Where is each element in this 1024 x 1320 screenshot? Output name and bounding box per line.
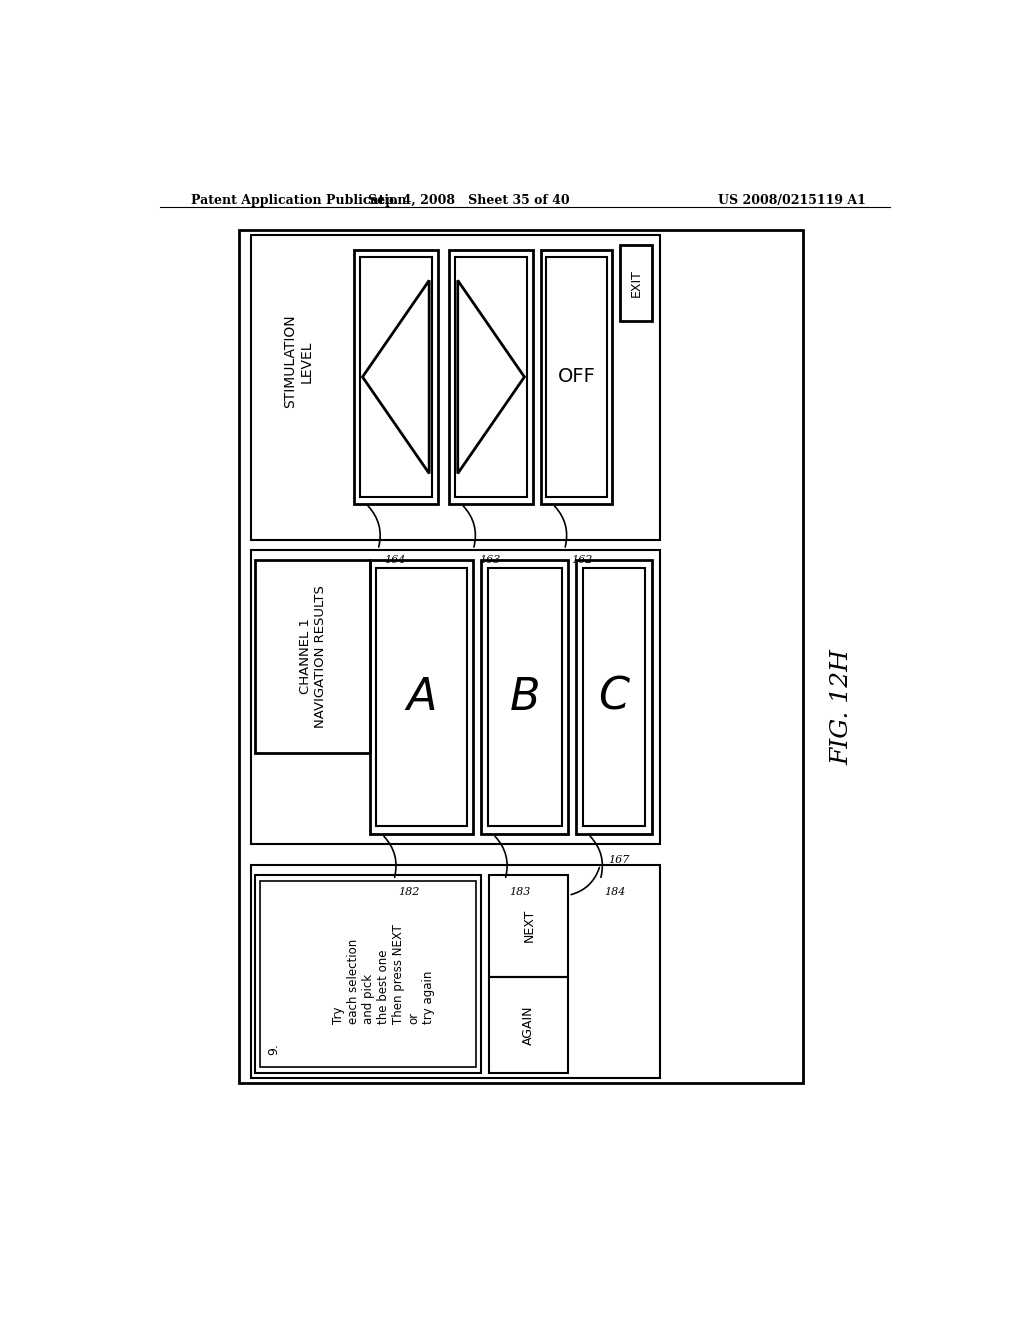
- Bar: [251, 549, 659, 845]
- Text: NEXT: NEXT: [522, 909, 536, 942]
- Bar: [251, 865, 659, 1078]
- Text: 167: 167: [608, 855, 630, 865]
- Text: EXIT: EXIT: [630, 269, 642, 297]
- Bar: [255, 560, 370, 752]
- Bar: [489, 977, 568, 1073]
- Text: 183: 183: [509, 887, 530, 898]
- Bar: [541, 249, 612, 504]
- Bar: [370, 560, 473, 834]
- Bar: [620, 244, 651, 321]
- Bar: [260, 880, 476, 1067]
- Bar: [255, 875, 481, 1073]
- Bar: [546, 257, 606, 496]
- Text: OFF: OFF: [557, 367, 595, 387]
- Bar: [240, 230, 803, 1084]
- Bar: [354, 249, 437, 504]
- Text: 164: 164: [384, 554, 406, 565]
- Bar: [455, 257, 527, 496]
- Bar: [489, 875, 568, 977]
- Text: C: C: [598, 676, 630, 718]
- Text: 184: 184: [604, 887, 626, 898]
- Bar: [450, 249, 532, 504]
- Text: STIMULATION
LEVEL: STIMULATION LEVEL: [284, 315, 313, 408]
- Bar: [481, 560, 568, 834]
- Text: US 2008/0215119 A1: US 2008/0215119 A1: [718, 194, 866, 207]
- Text: Try
each selection
and pick
the best one
Then press NEXT
or
try again: Try each selection and pick the best one…: [333, 924, 435, 1024]
- Text: 182: 182: [397, 887, 419, 898]
- Text: 163: 163: [479, 554, 501, 565]
- Text: CHANNEL 1
NAVIGATION RESULTS: CHANNEL 1 NAVIGATION RESULTS: [299, 585, 327, 727]
- Text: 162: 162: [570, 554, 592, 565]
- Bar: [251, 235, 659, 540]
- Text: 9.: 9.: [267, 1043, 280, 1055]
- Bar: [577, 560, 652, 834]
- Text: AGAIN: AGAIN: [522, 1005, 536, 1044]
- Bar: [359, 257, 432, 496]
- Bar: [377, 568, 467, 826]
- Text: B: B: [510, 676, 540, 718]
- Text: Patent Application Publication: Patent Application Publication: [191, 194, 407, 207]
- Bar: [487, 568, 562, 826]
- Text: Sep. 4, 2008   Sheet 35 of 40: Sep. 4, 2008 Sheet 35 of 40: [369, 194, 570, 207]
- Text: A: A: [407, 676, 437, 718]
- Text: FIG. 12H: FIG. 12H: [830, 649, 854, 766]
- Bar: [583, 568, 645, 826]
